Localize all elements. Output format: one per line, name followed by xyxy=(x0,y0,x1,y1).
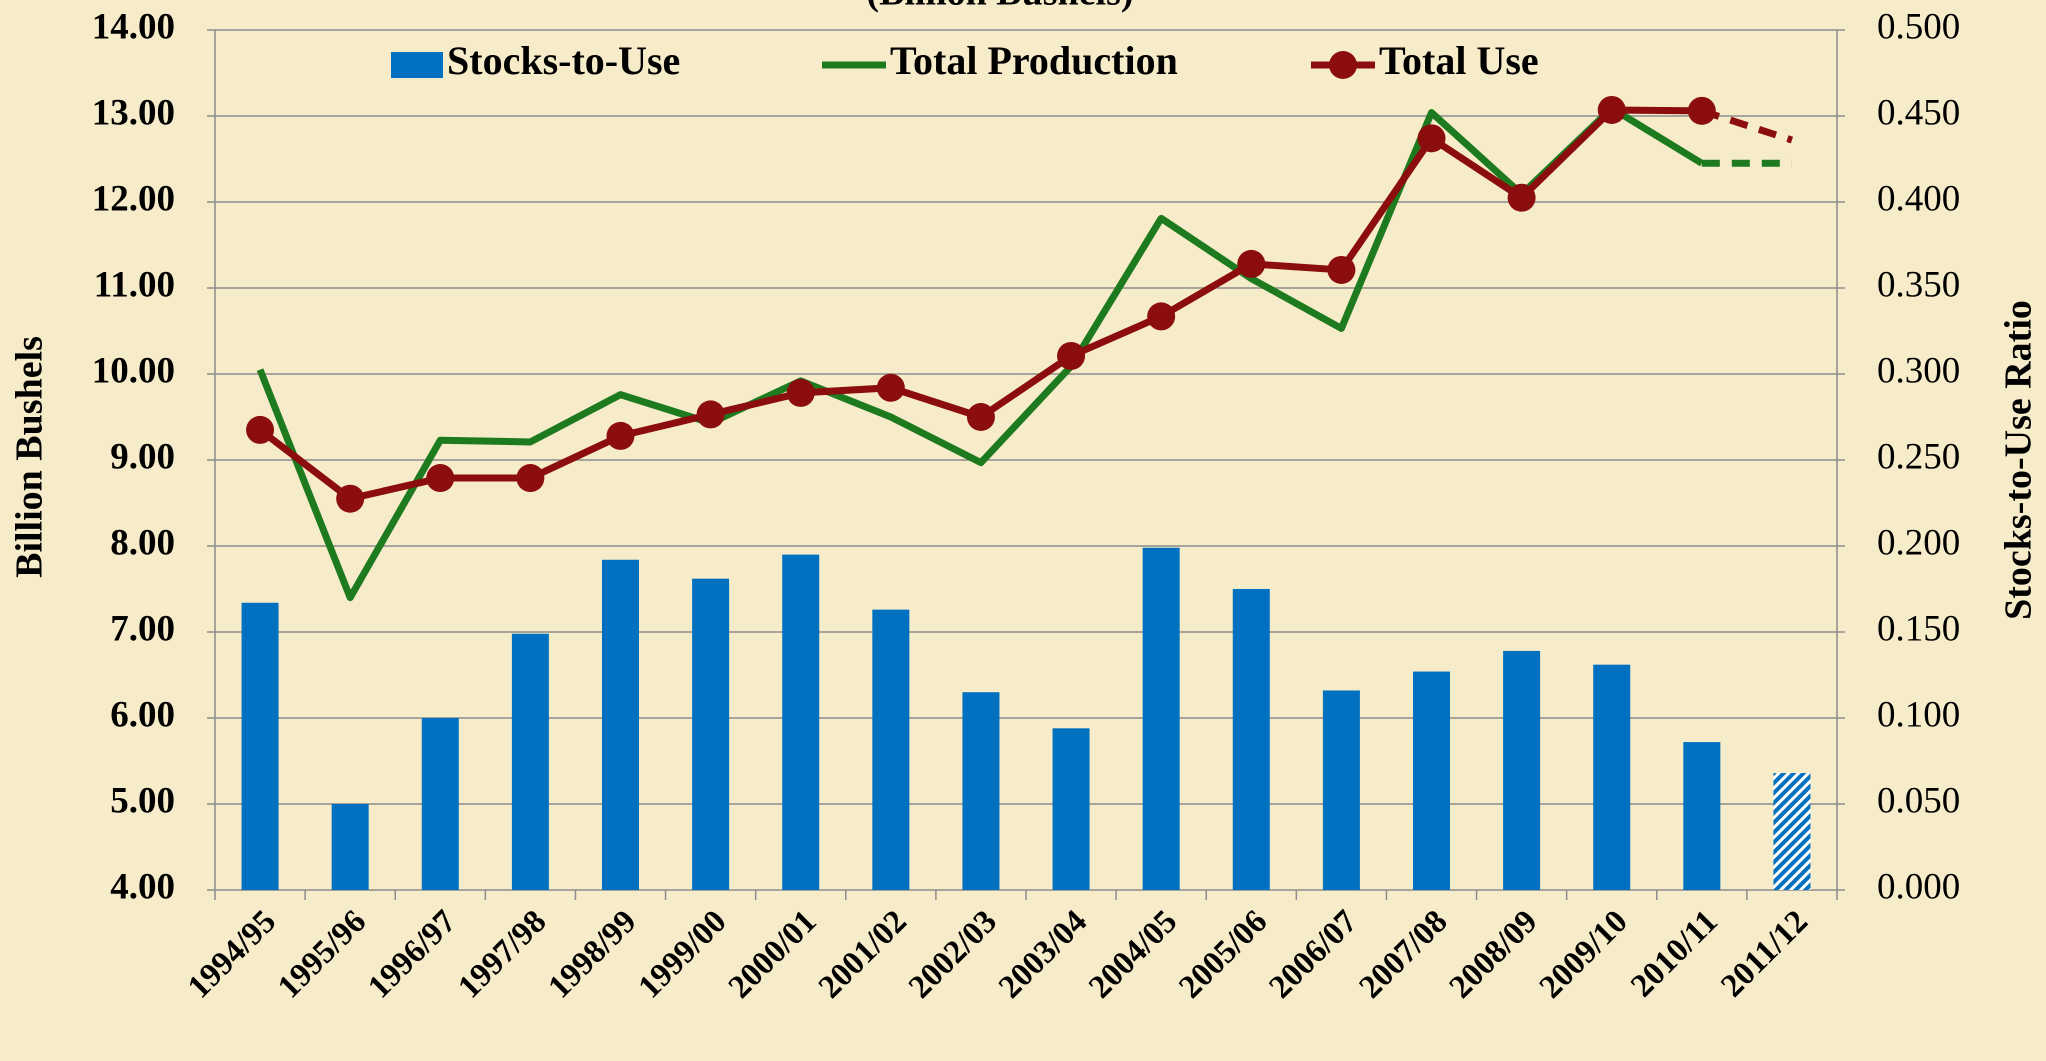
x-tick-label: 1999/00 xyxy=(632,904,734,1006)
bar xyxy=(1503,650,1541,890)
marker xyxy=(426,464,455,493)
y-tick-label: 12.00 xyxy=(92,178,175,219)
marker xyxy=(966,403,995,431)
y-tick-label: 4.00 xyxy=(110,866,175,907)
bar xyxy=(1773,773,1811,890)
y2-tick-label: 0.050 xyxy=(1877,780,1960,821)
marker xyxy=(1597,95,1626,124)
bar xyxy=(962,692,1000,890)
x-tick-label: 1998/99 xyxy=(542,904,644,1006)
x-tick-label: 1994/95 xyxy=(181,904,283,1006)
y-tick-label: 8.00 xyxy=(110,522,175,563)
y2-tick-label: 0.400 xyxy=(1877,178,1960,219)
x-tick-label: 2004/05 xyxy=(1082,904,1184,1006)
y2-tick-label: 0.450 xyxy=(1877,92,1960,133)
marker xyxy=(1507,183,1536,212)
marker xyxy=(246,415,275,444)
y-tick-label: 9.00 xyxy=(110,436,175,477)
marker xyxy=(786,378,815,407)
marker xyxy=(606,421,635,450)
x-tick-label: 2011/12 xyxy=(1714,904,1815,1005)
x-tick-label: 2010/11 xyxy=(1624,904,1725,1005)
x-tick-label: 1997/98 xyxy=(451,904,553,1006)
y2-tick-label: 0.200 xyxy=(1877,522,1960,563)
y-axis-title: Billion Bushels xyxy=(9,336,51,578)
y-tick-label: 14.00 xyxy=(92,6,175,47)
marker xyxy=(876,373,905,402)
bar xyxy=(1232,589,1270,890)
x-tick-label: 2002/03 xyxy=(902,904,1004,1006)
legend-marker xyxy=(1329,51,1357,79)
y-tick-label: 11.00 xyxy=(94,264,175,305)
marker xyxy=(1147,302,1176,331)
line xyxy=(256,104,1704,602)
marker xyxy=(1057,341,1086,370)
legend-label: Total Use xyxy=(1379,38,1539,83)
x-tick-label: 2008/09 xyxy=(1443,904,1545,1006)
marker xyxy=(336,484,365,513)
y-tick-label: 10.00 xyxy=(92,350,175,391)
marker xyxy=(1237,249,1266,278)
bar xyxy=(331,804,369,890)
y2-tick-label: 0.350 xyxy=(1877,264,1960,305)
x-tick-label: 2001/02 xyxy=(812,904,914,1006)
bar xyxy=(872,609,910,890)
legend-label: Stocks-to-Use xyxy=(447,38,680,83)
x-tick-label: 2007/08 xyxy=(1353,904,1455,1006)
bar xyxy=(692,578,730,890)
y2-tick-label: 0.300 xyxy=(1877,350,1960,391)
x-tick-label: 2005/06 xyxy=(1172,904,1274,1006)
bar xyxy=(602,559,639,890)
y-tick-label: 13.00 xyxy=(92,92,175,133)
x-tick-label: 1995/96 xyxy=(271,904,373,1006)
bar xyxy=(421,718,459,890)
bar xyxy=(241,602,279,890)
legend-swatch xyxy=(391,52,443,78)
y-tick-label: 7.00 xyxy=(110,608,175,649)
y2-tick-label: 0.250 xyxy=(1877,436,1960,477)
x-tick-label: 2009/10 xyxy=(1533,904,1635,1006)
y2-tick-label: 0.000 xyxy=(1877,866,1960,907)
x-tick-label: 2003/04 xyxy=(992,904,1094,1006)
x-tick-label: 1996/97 xyxy=(361,904,463,1006)
y2-tick-label: 0.500 xyxy=(1877,6,1960,47)
y2-tick-label: 0.100 xyxy=(1877,694,1960,735)
y-tick-label: 5.00 xyxy=(110,780,175,821)
bar xyxy=(1052,728,1090,890)
bar xyxy=(1322,690,1360,890)
y2-axis-title: Stocks-to-Use Ratio xyxy=(1998,300,2040,620)
line-projection xyxy=(1700,107,1794,144)
bar xyxy=(1413,671,1450,890)
y2-tick-label: 0.150 xyxy=(1877,608,1960,649)
bar xyxy=(511,633,549,890)
bar xyxy=(1683,742,1721,890)
marker xyxy=(1327,255,1356,284)
marker xyxy=(1417,124,1446,153)
bar xyxy=(1593,664,1631,890)
x-tick-label: 2006/07 xyxy=(1262,904,1364,1006)
legend-label: Total Production xyxy=(890,38,1178,83)
bar xyxy=(782,554,820,890)
marker xyxy=(516,464,545,493)
x-tick-label: 2000/01 xyxy=(722,904,824,1006)
bar xyxy=(1142,547,1180,890)
y-tick-label: 6.00 xyxy=(110,694,175,735)
marker xyxy=(696,400,725,429)
marker xyxy=(1687,96,1716,125)
chart-title: (Billion Bushels) xyxy=(866,0,1133,14)
